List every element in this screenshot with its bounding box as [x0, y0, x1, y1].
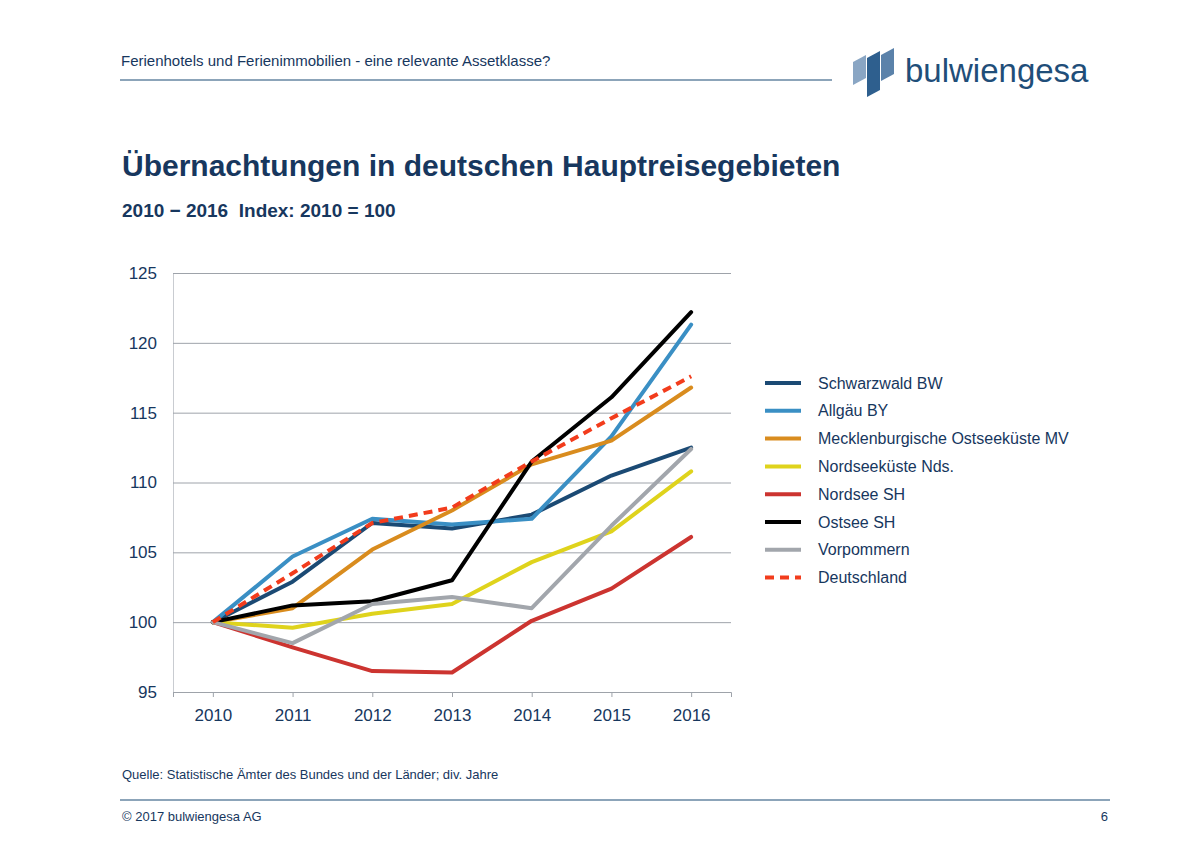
series-line	[213, 388, 691, 623]
copyright: © 2017 bulwiengesa AG	[122, 809, 262, 824]
header-rule	[120, 79, 832, 80]
slide: Ferienhotels und Ferienimmobilien - eine…	[0, 0, 1200, 845]
legend-swatch	[765, 492, 801, 496]
legend-label: Allgäu BY	[818, 402, 889, 419]
y-tick-label: 120	[129, 334, 157, 353]
legend-swatch	[765, 464, 801, 468]
logo-bar	[867, 51, 880, 97]
chart-subtitle: 2010 − 2016 Index: 2010 = 100	[122, 200, 396, 221]
lines	[213, 312, 691, 672]
x-tick: 2015	[593, 692, 631, 725]
series-line	[213, 537, 691, 672]
x-tick: 2013	[434, 692, 472, 725]
x-tick-label: 2014	[513, 706, 551, 725]
tick-mark	[372, 692, 373, 697]
y-tick: 95	[138, 683, 731, 702]
background	[0, 0, 1200, 845]
legend-label: Schwarzwald BW	[818, 375, 943, 392]
y-tick-label: 125	[129, 264, 157, 283]
x-tick-label: 2012	[354, 706, 392, 725]
header-title: Ferienhotels und Ferienimmobilien - eine…	[121, 52, 550, 69]
grid-line	[173, 273, 731, 274]
legend: Schwarzwald BW Allgäu BY Mecklenburgische …	[765, 375, 1069, 587]
logo-text: bulwiengesa	[905, 52, 1089, 89]
legend-label: Nordseeküste Nds.	[818, 458, 954, 475]
grid-line	[173, 622, 731, 623]
legend-swatch	[765, 548, 801, 552]
tick-mark	[293, 692, 294, 697]
chart-title: Übernachtungen in deutschen Hauptreisege…	[122, 149, 840, 182]
y-tick: 120	[129, 334, 731, 353]
legend-swatch	[765, 381, 801, 385]
x-tick: 2011	[275, 692, 312, 725]
y-axis: 95 100 105 110 115 120 125	[129, 264, 731, 702]
footer-rule	[120, 799, 1110, 800]
source-note: Quelle: Statistische Ämter des Bundes un…	[122, 767, 498, 782]
series-line	[213, 312, 691, 622]
x-tick-label: 2013	[434, 706, 472, 725]
tick-mark	[611, 692, 612, 697]
y-tick-label: 95	[138, 683, 157, 702]
grid-line	[173, 483, 731, 484]
x-tick: 2014	[513, 692, 551, 725]
legend-label: Ostsee SH	[818, 514, 895, 531]
x-tick-label: 2015	[593, 706, 631, 725]
series-line	[213, 471, 691, 627]
x-tick-label: 2016	[673, 706, 711, 725]
y-axis-line	[174, 274, 732, 693]
x-axis: 2010 2011 2012 2013 2014 2015 2016	[174, 692, 732, 725]
tick-mark	[532, 692, 533, 697]
x-axis-line	[174, 693, 732, 698]
logo-bar	[853, 55, 866, 85]
legend-label: Mecklenburgische Ostseeküste MV	[818, 430, 1069, 447]
y-tick: 125	[129, 264, 731, 283]
legend-swatch	[765, 409, 801, 413]
series-line	[213, 376, 691, 622]
logo-icon	[853, 48, 894, 97]
y-tick-label: 115	[130, 404, 157, 423]
page-number: 6	[1101, 809, 1108, 824]
y-tick-label: 105	[129, 543, 157, 562]
grid-line	[173, 552, 731, 553]
legend-label: Nordsee SH	[818, 486, 905, 503]
tick-mark	[452, 692, 453, 697]
tick-mark	[213, 692, 214, 697]
legend-swatch	[765, 576, 801, 580]
x-tick: 2012	[354, 692, 392, 725]
tick-mark	[691, 692, 692, 697]
series-line	[213, 449, 691, 643]
y-tick-label: 110	[130, 473, 157, 492]
grid-line	[173, 413, 731, 414]
legend-label: Deutschland	[818, 569, 907, 586]
y-tick: 110	[130, 473, 731, 492]
legend-label: Vorpommern	[818, 541, 910, 558]
legend-swatch	[765, 520, 801, 524]
x-tick-label: 2011	[275, 706, 312, 725]
x-tick-label: 2010	[194, 706, 232, 725]
grid-line	[173, 343, 731, 344]
y-tick: 105	[129, 543, 731, 562]
y-tick-label: 100	[129, 613, 157, 632]
x-tick: 2010	[194, 692, 232, 725]
logo-bar	[881, 48, 894, 81]
x-tick: 2016	[673, 692, 711, 725]
legend-swatch	[765, 437, 801, 441]
